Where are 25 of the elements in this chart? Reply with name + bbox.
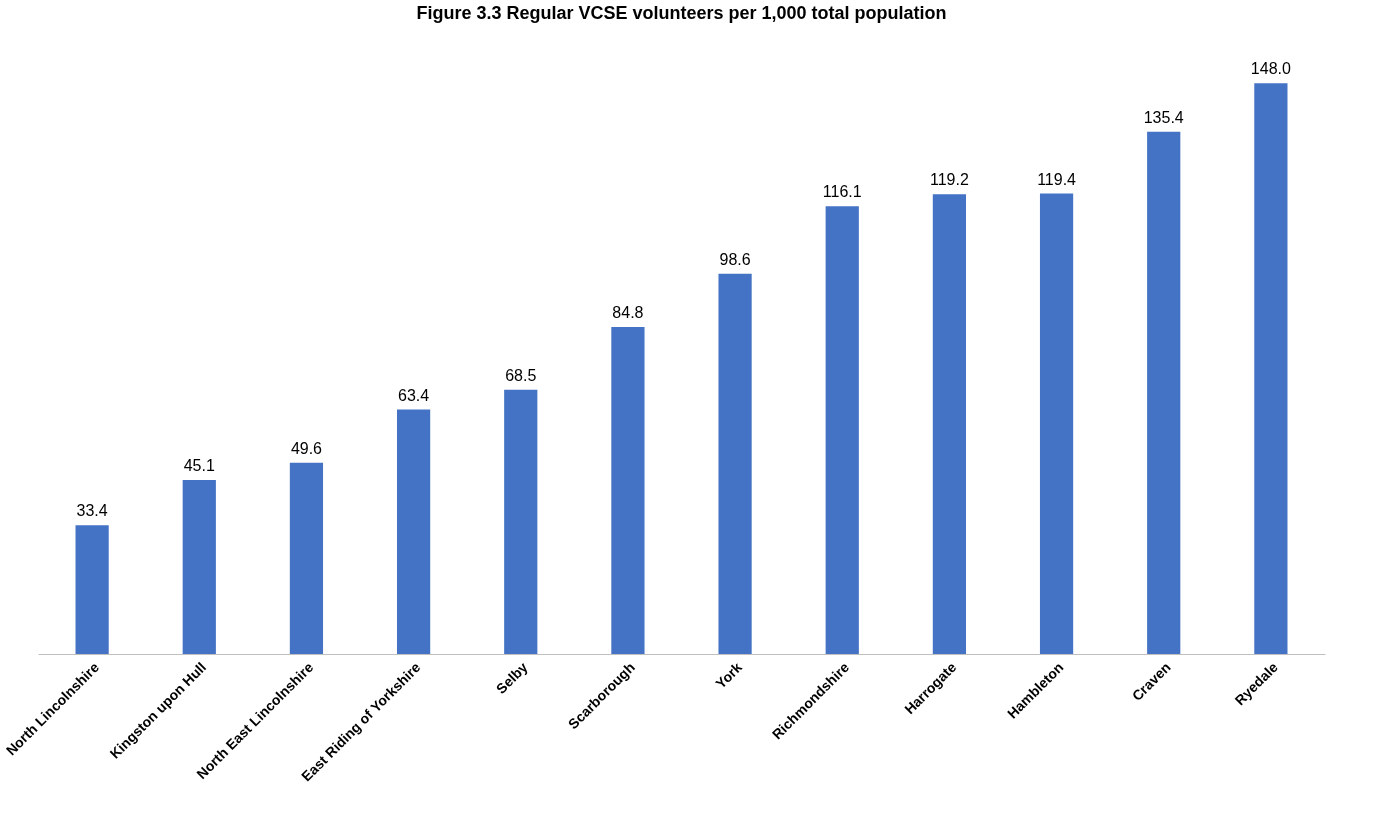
bar [289, 462, 324, 654]
data-label: 135.4 [1143, 108, 1184, 126]
data-label: 63.4 [398, 386, 430, 404]
data-label: 68.5 [505, 366, 537, 384]
data-label: 119.2 [929, 171, 969, 189]
bar [825, 206, 859, 654]
data-label: 84.8 [612, 303, 644, 321]
bar [718, 273, 752, 654]
bar [396, 409, 431, 654]
bar [75, 525, 109, 654]
bar [932, 194, 967, 654]
bar [1254, 83, 1288, 654]
data-label: 49.6 [290, 439, 323, 457]
data-label: 119.4 [1037, 170, 1077, 188]
data-label: 116.1 [822, 183, 862, 201]
bar [504, 389, 538, 654]
chart-title: Figure 3.3 Regular VCSE volunteers per 1,000 total population [416, 3, 947, 23]
bar [182, 480, 216, 654]
bar [1147, 131, 1181, 654]
data-label: 45.1 [183, 457, 215, 475]
data-label: 98.6 [719, 250, 751, 268]
data-label: 148.0 [1250, 60, 1291, 78]
bar [1039, 193, 1074, 654]
bar [611, 326, 645, 654]
data-label: 33.4 [76, 502, 108, 520]
